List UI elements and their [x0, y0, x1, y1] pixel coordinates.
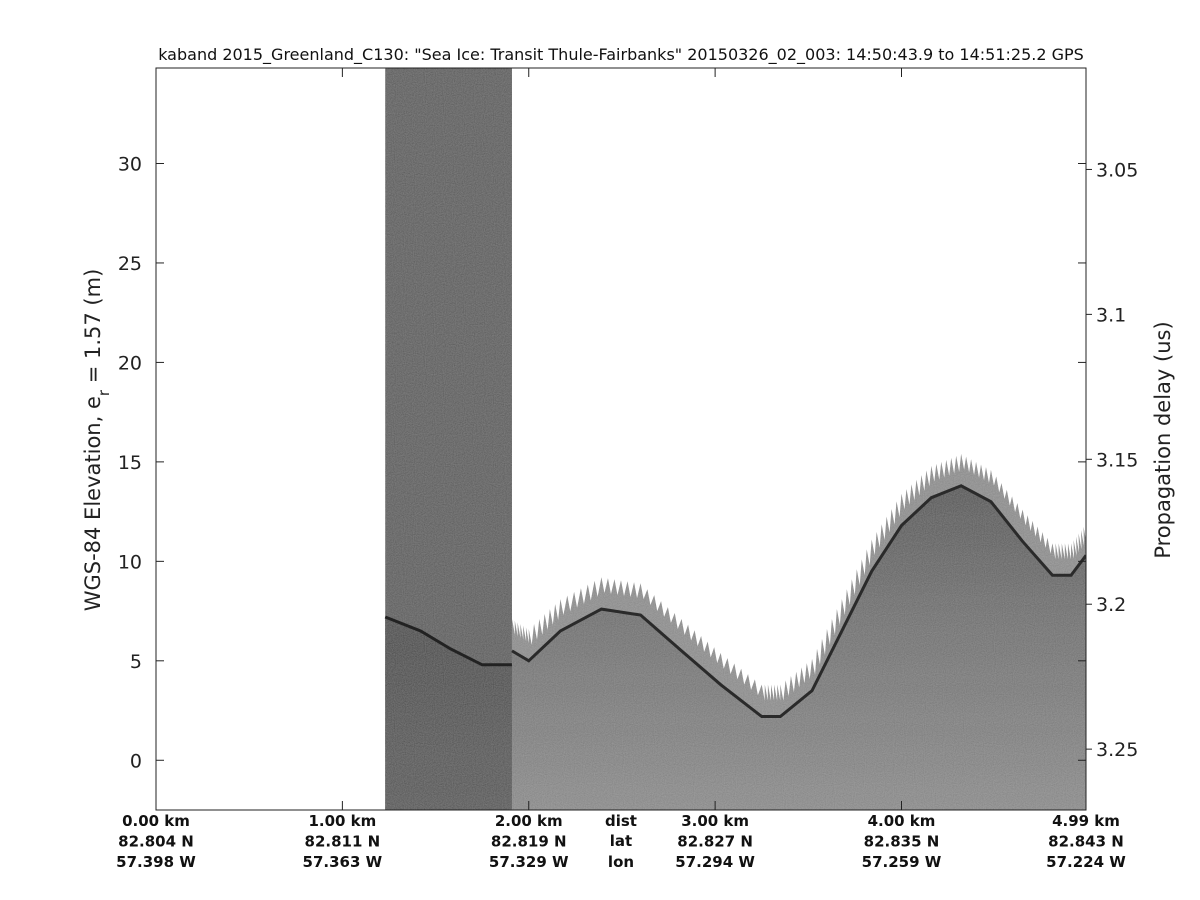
x-lon-label: 57.294 W: [675, 853, 755, 871]
x-lon-label: 57.224 W: [1046, 853, 1126, 871]
x-lon-label: 57.329 W: [489, 853, 569, 871]
x-dist-label: 1.00 km: [308, 812, 376, 830]
x-lon-label: 57.398 W: [116, 853, 196, 871]
row-label-lon: lon: [608, 853, 634, 871]
x-lat-label: 82.819 N: [491, 833, 567, 851]
surface-line-2: [511, 484, 1086, 719]
y-tick-label: 0: [130, 750, 142, 772]
x-lon-label: 57.363 W: [303, 853, 383, 871]
y2-tick-label: 3.1: [1096, 304, 1126, 326]
x-dist-label: 4.00 km: [868, 812, 936, 830]
y2-tick-label: 3.2: [1096, 594, 1126, 616]
y-axis-label: WGS-84 Elevation, er = 1.57 (m): [81, 269, 113, 612]
x-lat-label: 82.835 N: [864, 833, 940, 851]
y2-tick-label: 3.15: [1096, 449, 1138, 471]
plot-frame: [155, 67, 1087, 811]
y-tick-label: 30: [118, 153, 142, 175]
y-tick-label: 15: [118, 452, 142, 474]
x-lat-label: 82.827 N: [677, 833, 753, 851]
y-tick-label: 10: [118, 551, 142, 573]
y2-tick-label: 3.05: [1096, 159, 1138, 181]
subsurface-echo-2: [511, 485, 1086, 810]
x-lat-label: 82.811 N: [305, 833, 381, 851]
x-lat-label: 82.843 N: [1048, 833, 1124, 851]
y2-axis-label: Propagation delay (us): [1151, 321, 1175, 558]
y-tick-label: 20: [118, 352, 142, 374]
x-dist-label: 2.00 km: [495, 812, 563, 830]
row-label-dist: dist: [605, 812, 637, 830]
x-dist-label: 4.99 km: [1052, 812, 1120, 830]
y-tick-label: 25: [118, 253, 142, 275]
y2-tick-label: 3.25: [1096, 739, 1138, 761]
plot-area: [156, 68, 1086, 810]
y-tick-label: 5: [130, 651, 142, 673]
x-dist-label: 3.00 km: [681, 812, 749, 830]
x-lon-label: 57.259 W: [862, 853, 942, 871]
row-label-lat: lat: [610, 832, 632, 850]
x-lat-label: 82.804 N: [118, 833, 194, 851]
x-dist-label: 0.00 km: [122, 812, 190, 830]
chart-title: kaband 2015_Greenland_C130: "Sea Ice: Tr…: [158, 45, 1084, 65]
surface-line-1: [384, 615, 512, 667]
